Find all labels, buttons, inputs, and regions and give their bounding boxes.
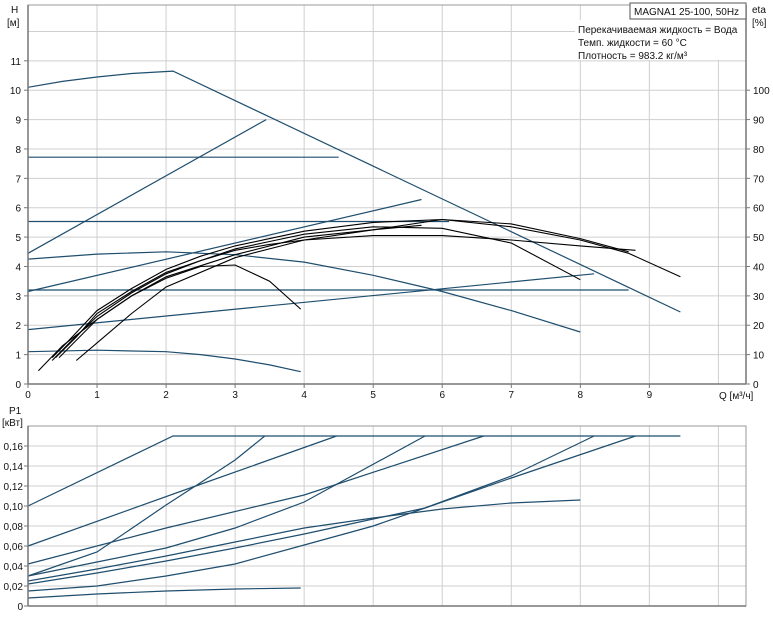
y2-tick-label: 50: [753, 233, 765, 244]
y-axis-unit-p1: [кВт]: [2, 418, 23, 429]
y-tick-label: 5: [15, 233, 21, 244]
p1-tick-label: 0,04: [4, 562, 24, 573]
power-curve: [27, 435, 426, 577]
p1-tick-label: 0,08: [4, 522, 24, 533]
annotation-density: Плотность = 983.2 кг/м³: [578, 51, 688, 62]
head-curve: [27, 273, 595, 331]
power-curve: [27, 435, 484, 565]
y2-tick-label: 100: [753, 86, 770, 97]
y-tick-label: 8: [15, 145, 21, 156]
power-curve: [27, 435, 337, 547]
p1-tick-label: 0,12: [4, 482, 24, 493]
y2-tick-label: 40: [753, 262, 765, 273]
y-tick-label: 0: [15, 380, 21, 391]
efficiency-curve: [38, 264, 302, 372]
y2-tick-label: 90: [753, 116, 765, 127]
y2-tick-label: 60: [753, 204, 765, 215]
y2-axis-unit-eta: [%]: [752, 18, 767, 29]
head-curve: [27, 70, 681, 313]
annotation-temp: Темп. жидкости = 60 °C: [578, 38, 687, 49]
p1-tick-label: 0,02: [4, 582, 24, 593]
head-curve: [27, 198, 422, 293]
y-tick-label: 9: [15, 116, 21, 127]
annotation-box: [575, 20, 745, 60]
efficiency-curve: [51, 226, 581, 361]
x-tick-label: 6: [439, 390, 445, 401]
x-tick-label: 0: [25, 390, 31, 401]
y-tick-label: 10: [10, 86, 22, 97]
title-box: [629, 2, 747, 20]
y2-tick-label: 0: [753, 380, 759, 391]
efficiency-curve: [51, 218, 681, 358]
y-axis-label-h: H: [11, 5, 18, 16]
power-plot-series: [27, 435, 681, 599]
y2-tick-label: 30: [753, 292, 765, 303]
y-tick-label: 11: [11, 57, 22, 68]
p1-tick-label: 0,14: [4, 462, 24, 473]
y-tick-label: 7: [15, 174, 21, 185]
p1-tick-label: 0,10: [4, 502, 24, 513]
x-tick-label: 9: [647, 390, 653, 401]
p1-tick-label: 0,16: [4, 442, 24, 453]
power-curve: [27, 435, 681, 507]
x-tick-label: 2: [163, 390, 169, 401]
y-tick-label: 6: [15, 204, 21, 215]
y-tick-label: 2: [15, 321, 21, 332]
x-tick-label: 1: [94, 390, 100, 401]
y-axis-unit-h: [м]: [7, 18, 20, 29]
p1-tick-label: 0,06: [4, 542, 24, 553]
y2-tick-label: 70: [753, 174, 765, 185]
tick-labels: 0 1 2 3 4 5 6 7 8 9012345678910110102030405060708…: [4, 57, 771, 613]
efficiency-curve: [55, 235, 636, 358]
power-curve: [27, 499, 581, 582]
x-axis-label-q: Q [м³/ч]: [719, 391, 754, 402]
y2-tick-label: 20: [753, 321, 765, 332]
x-tick-label: 4: [301, 390, 307, 401]
y2-tick-label: 10: [753, 351, 765, 362]
chart-title: MAGNA1 25-100, 50Hz: [634, 7, 739, 18]
power-curve: [27, 587, 301, 599]
x-tick-label: 8: [578, 390, 584, 401]
power-curve: [27, 435, 266, 577]
x-tick-label: 3: [232, 390, 238, 401]
y2-axis-label-eta: eta: [752, 5, 766, 16]
power-curve: [27, 435, 636, 592]
head-curve: [27, 349, 301, 373]
head-curve: [27, 251, 581, 333]
head-plot-series: [27, 70, 681, 373]
head-curve: [27, 119, 267, 254]
y-tick-label: 3: [15, 292, 21, 303]
x-tick-label: 7: [508, 390, 514, 401]
y2-tick-label: 80: [753, 145, 765, 156]
y-tick-label: 1: [15, 351, 21, 362]
axes: [24, 4, 750, 607]
annotation-fluid: Перекачиваемая жидкость = Вода: [578, 25, 738, 36]
y-tick-label: 4: [15, 262, 21, 273]
y-axis-label-p1: P1: [9, 406, 22, 417]
efficiency-curve: [75, 218, 629, 361]
p1-tick-label: 0: [17, 602, 23, 613]
x-tick-label: 5: [370, 390, 376, 401]
power-curve: [27, 435, 595, 585]
efficiency-curve: [58, 224, 422, 358]
